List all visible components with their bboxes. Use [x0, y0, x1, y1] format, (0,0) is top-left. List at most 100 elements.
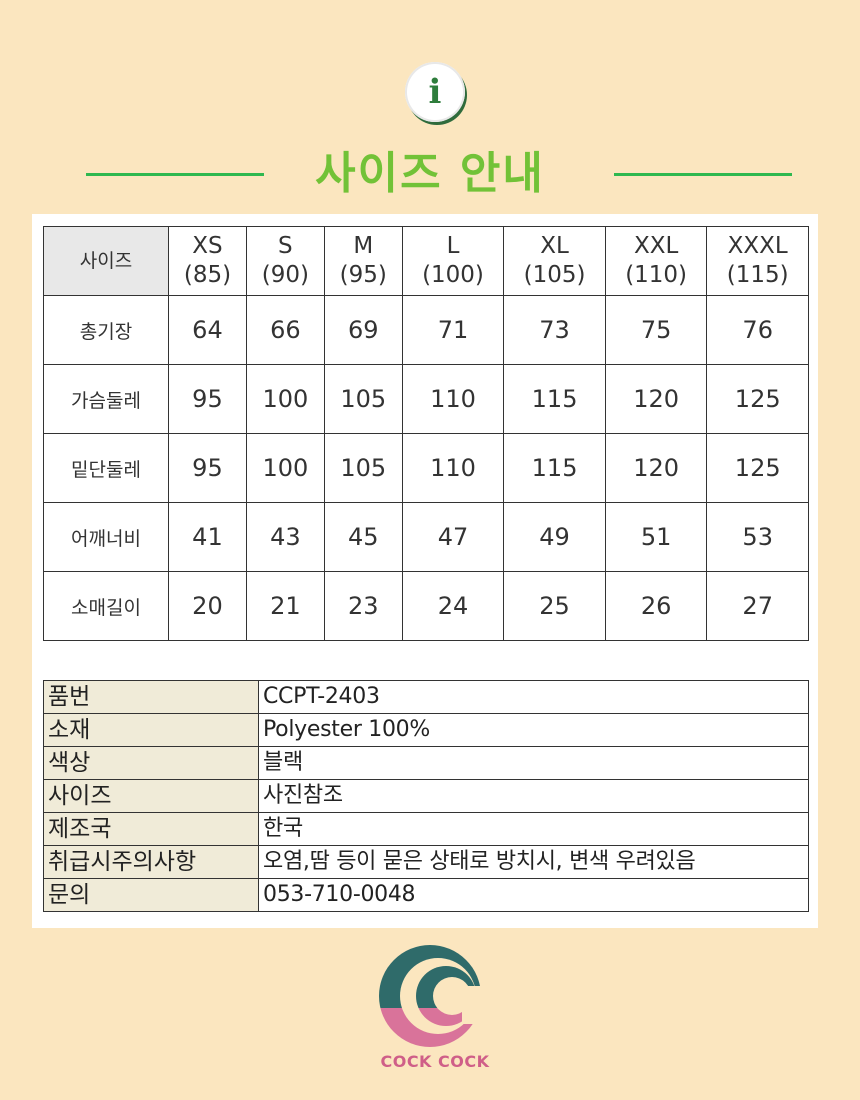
- size-name: L: [446, 233, 460, 259]
- measurement-value: 64: [168, 295, 247, 365]
- size-chart-corner-label: 사이즈: [43, 226, 169, 296]
- measurement-value: 43: [245, 502, 325, 572]
- size-column-header: L (100): [401, 226, 505, 296]
- size-column-header: S (90): [245, 226, 325, 296]
- measurement-value: 21: [245, 571, 325, 641]
- brand-logo-text: COCK COCK: [380, 1052, 490, 1071]
- measurement-value: 125: [706, 364, 809, 434]
- spec-value: 사진참조: [258, 779, 809, 813]
- measurement-value: 71: [401, 295, 505, 365]
- measurement-value: 95: [168, 433, 247, 503]
- measurement-value: 51: [604, 502, 708, 572]
- size-name: XXXL: [727, 233, 788, 259]
- table-row: 품번 CCPT-2403: [43, 680, 809, 714]
- table-row: 사이즈 사진참조: [43, 779, 809, 813]
- measurement-value: 120: [604, 364, 708, 434]
- spec-label: 문의: [43, 878, 259, 912]
- size-chart-table: 사이즈 XS (85) S (90) M (95) L (100) XL (105) XX…: [43, 226, 809, 641]
- page-title: 사이즈 안내: [315, 148, 545, 199]
- title-divider-right: [614, 173, 792, 176]
- measurement-value: 27: [706, 571, 809, 641]
- spec-value: 블랙: [258, 746, 809, 780]
- measurement-value: 115: [503, 433, 606, 503]
- measurement-value: 75: [604, 295, 708, 365]
- measurement-value: 66: [245, 295, 325, 365]
- size-column-header: XXL (110): [604, 226, 708, 296]
- size-number: (85): [183, 262, 232, 288]
- spec-value: CCPT-2403: [258, 680, 809, 714]
- measurement-value: 95: [168, 364, 247, 434]
- measurement-value: 100: [245, 364, 325, 434]
- size-name: M: [353, 233, 374, 259]
- size-chart-header-row: 사이즈 XS (85) S (90) M (95) L (100) XL (105) XX…: [43, 226, 809, 296]
- page-title-row: 사이즈 안내: [0, 142, 860, 206]
- table-row: 어깨너비 41 43 45 47 49 51 53: [43, 502, 809, 572]
- measurement-value: 110: [401, 364, 505, 434]
- size-number: (105): [523, 262, 586, 288]
- measurement-value: 73: [503, 295, 606, 365]
- measurement-value: 53: [706, 502, 809, 572]
- size-column-header: XXXL (115): [706, 226, 809, 296]
- size-number: (115): [726, 262, 789, 288]
- spec-label: 사이즈: [43, 779, 259, 813]
- size-number: (110): [625, 262, 688, 288]
- table-row: 밑단둘레 95 100 105 110 115 120 125: [43, 433, 809, 503]
- info-icon: i: [405, 62, 465, 122]
- spec-value: Polyester 100%: [258, 713, 809, 747]
- measurement-value: 23: [323, 571, 403, 641]
- size-name: XS: [192, 233, 223, 259]
- measurement-value: 100: [245, 433, 325, 503]
- table-row: 색상 블랙: [43, 746, 809, 780]
- measurement-label: 가슴둘레: [43, 364, 169, 434]
- size-info-panel: 사이즈 XS (85) S (90) M (95) L (100) XL (105) XX…: [32, 214, 818, 928]
- title-divider-left: [86, 173, 264, 176]
- measurement-value: 41: [168, 502, 247, 572]
- table-row: 취급시주의사항 오염,땀 등이 묻은 상태로 방치시, 변색 우려있음: [43, 845, 809, 879]
- table-row: 소재 Polyester 100%: [43, 713, 809, 747]
- measurement-value: 47: [401, 502, 505, 572]
- spec-label: 제조국: [43, 812, 259, 846]
- spec-value: 한국: [258, 812, 809, 846]
- measurement-label: 소매길이: [43, 571, 169, 641]
- table-row: 문의 053-710-0048: [43, 878, 809, 912]
- spec-label: 품번: [43, 680, 259, 714]
- size-name: XL: [540, 233, 569, 259]
- brand-logo-mark: [379, 945, 500, 1047]
- measurement-label: 어깨너비: [43, 502, 169, 572]
- measurement-label: 총기장: [43, 295, 169, 365]
- spec-value: 오염,땀 등이 묻은 상태로 방치시, 변색 우려있음: [258, 845, 809, 879]
- measurement-value: 120: [604, 433, 708, 503]
- measurement-value: 69: [323, 295, 403, 365]
- measurement-value: 110: [401, 433, 505, 503]
- spec-label: 색상: [43, 746, 259, 780]
- table-row: 제조국 한국: [43, 812, 809, 846]
- product-spec-table: 품번 CCPT-2403 소재 Polyester 100% 색상 블랙 사이즈…: [43, 680, 809, 912]
- size-name: XXL: [633, 233, 679, 259]
- measurement-value: 49: [503, 502, 606, 572]
- measurement-label: 밑단둘레: [43, 433, 169, 503]
- size-column-header: XS (85): [168, 226, 247, 296]
- table-row: 총기장 64 66 69 71 73 75 76: [43, 295, 809, 365]
- measurement-value: 105: [323, 433, 403, 503]
- spec-value: 053-710-0048: [258, 878, 809, 912]
- table-row: 가슴둘레 95 100 105 110 115 120 125: [43, 364, 809, 434]
- measurement-value: 25: [503, 571, 606, 641]
- spec-label: 취급시주의사항: [43, 845, 259, 879]
- size-column-header: M (95): [323, 226, 403, 296]
- info-icon-glyph: i: [428, 72, 442, 112]
- measurement-value: 20: [168, 571, 247, 641]
- size-number: (95): [339, 262, 387, 288]
- measurement-value: 76: [706, 295, 809, 365]
- measurement-value: 45: [323, 502, 403, 572]
- size-column-header: XL (105): [503, 226, 606, 296]
- table-row: 소매길이 20 21 23 24 25 26 27: [43, 571, 809, 641]
- measurement-value: 26: [604, 571, 708, 641]
- size-number: (100): [422, 262, 484, 288]
- size-number: (90): [261, 262, 309, 288]
- measurement-value: 115: [503, 364, 606, 434]
- spec-label: 소재: [43, 713, 259, 747]
- measurement-value: 105: [323, 364, 403, 434]
- size-name: S: [278, 233, 293, 259]
- measurement-value: 125: [706, 433, 809, 503]
- brand-logo: COCK COCK: [370, 938, 500, 1078]
